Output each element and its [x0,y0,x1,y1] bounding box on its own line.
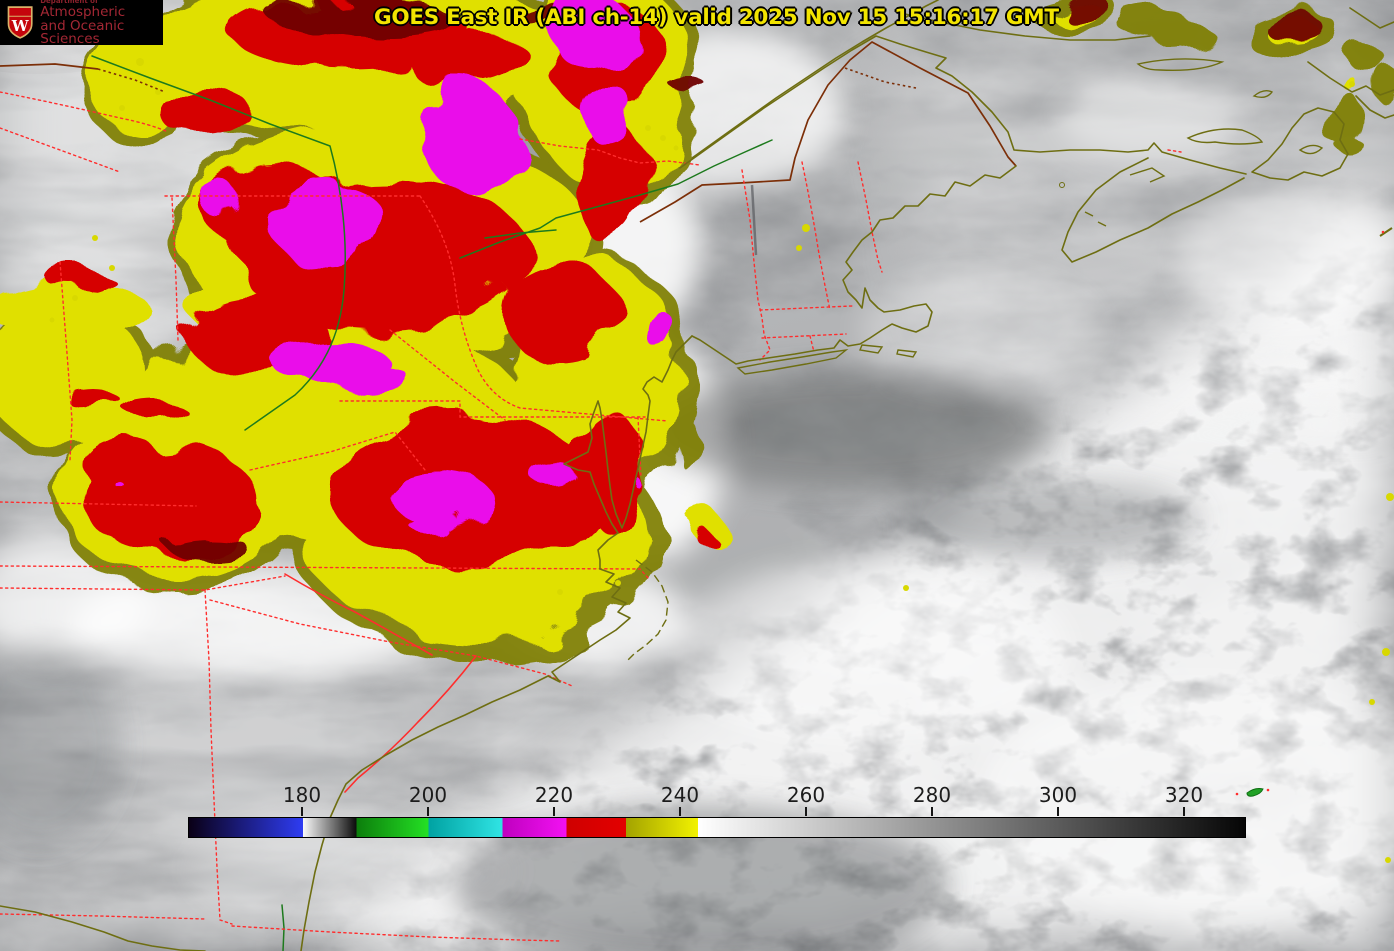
logo-line-atmospheric: Atmospheric [40,3,126,20]
uw-crest-icon: W [7,6,33,39]
crest-letter: W [11,17,29,35]
aos-logo: W Department of Atmospheric and Oceanic … [0,0,163,47]
logo-line-oceanic: and Oceanic Sciences [40,17,125,48]
sable-island [1235,788,1270,797]
cold-speck-layer [49,58,1394,863]
storm-enhancement-layer [0,0,1394,655]
right-edge-islet [1379,227,1393,237]
image-title: GOES East IR (ABI ch-14) valid 2025 Nov … [374,5,1059,30]
river-lines [91,55,773,951]
lake-champlain [750,184,758,256]
national-border-lines [0,41,1017,223]
logo-text: Department of Atmospheric and Oceanic Sc… [40,0,163,47]
logo-department-line: Department of [40,0,99,5]
